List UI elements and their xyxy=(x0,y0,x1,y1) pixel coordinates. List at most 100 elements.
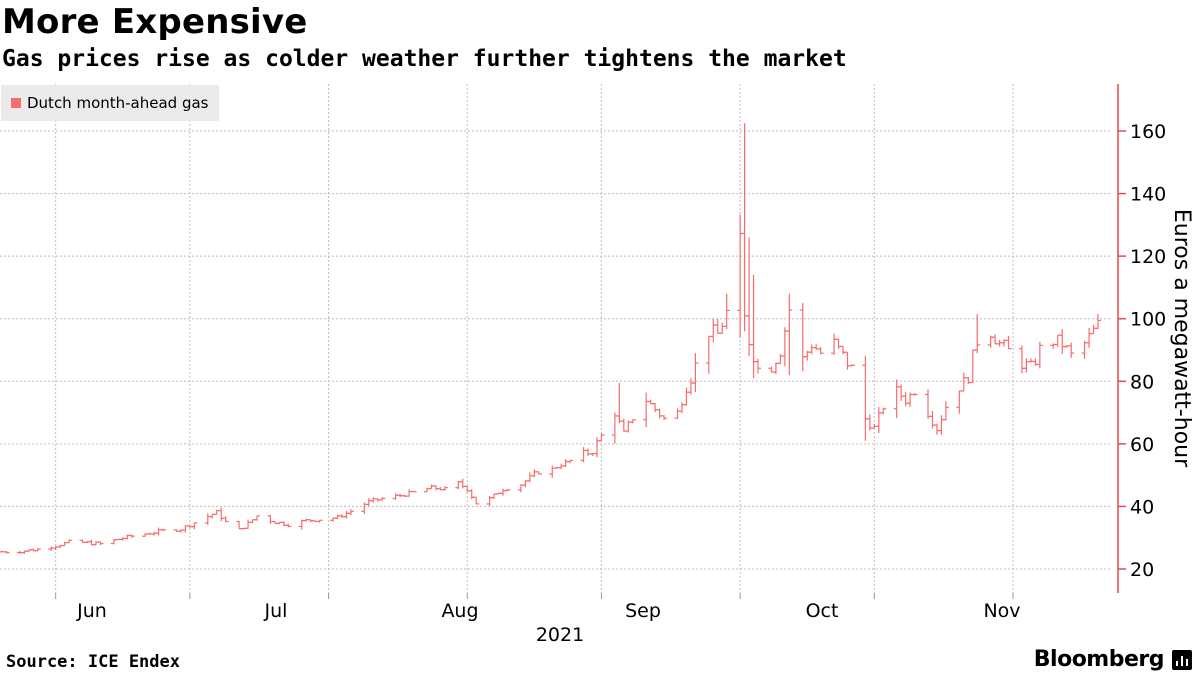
ohlc-bar xyxy=(410,490,417,493)
ohlc-bar xyxy=(880,407,887,415)
ohlc-bar xyxy=(441,486,448,491)
legend-label: Dutch month-ahead gas xyxy=(27,94,209,112)
ohlc-bar xyxy=(1086,327,1093,348)
y-tick-label: 160 xyxy=(1130,121,1166,143)
y-tick-label: 100 xyxy=(1130,309,1166,331)
ohlc-bar xyxy=(674,408,681,419)
ohlc-bar xyxy=(799,302,806,372)
x-tick-label: Nov xyxy=(983,600,1020,622)
ohlc-bar xyxy=(629,419,636,424)
ohlc-bar xyxy=(992,334,999,345)
ohlc-bar xyxy=(942,401,949,421)
ohlc-bar xyxy=(338,514,345,518)
ohlc-bar xyxy=(204,513,211,526)
x-axis-ticks: Jun Jul Aug Sep Oct Nov xyxy=(55,593,1021,622)
ohlc-bar xyxy=(719,322,726,334)
ohlc-bar xyxy=(1090,325,1097,335)
ohlc-bar xyxy=(893,379,900,419)
ohlc-bar xyxy=(643,392,650,428)
ohlc-bar xyxy=(585,448,592,456)
ohlc-bar xyxy=(253,515,260,521)
gridlines xyxy=(0,84,1110,593)
ohlc-bar xyxy=(1023,358,1030,373)
ohlc-bar xyxy=(580,447,587,463)
x-axis-year-label: 2021 xyxy=(536,624,584,646)
ohlc-bar xyxy=(938,415,945,435)
ohlc-bar xyxy=(772,362,779,375)
ohlc-bar xyxy=(741,123,748,332)
ohlc-bar xyxy=(428,484,435,490)
x-tick-label: Aug xyxy=(441,600,478,622)
source-note: Source: ICE Endex xyxy=(6,652,180,672)
ohlc-bar xyxy=(535,471,542,475)
ohlc-bar xyxy=(750,274,757,379)
ohlc-bar xyxy=(1054,334,1061,347)
ohlc-bar xyxy=(34,548,41,552)
ohlc-bar xyxy=(1059,328,1066,354)
ohlc-bar xyxy=(683,387,690,406)
ohlc-bar xyxy=(902,392,909,407)
ohlc-bar xyxy=(567,459,574,464)
ohlc-bar xyxy=(714,319,721,334)
chart-subtitle: Gas prices rise as colder weather furthe… xyxy=(2,46,847,72)
y-tick-label: 80 xyxy=(1130,371,1154,393)
ohlc-bar xyxy=(1036,341,1043,369)
ohlc-bar xyxy=(160,528,167,531)
ohlc-bar xyxy=(661,415,668,421)
ohlc-bar xyxy=(406,489,413,497)
ohlc-bar xyxy=(97,541,104,546)
ohlc-bar xyxy=(347,509,354,516)
y-axis-ticks: 20 40 60 80 100 120 140 160 xyxy=(1118,121,1166,581)
ohlc-bar xyxy=(710,318,717,343)
ohlc-bar xyxy=(370,497,377,503)
ohlc-bar xyxy=(911,393,918,396)
ohlc-bar xyxy=(835,338,842,350)
ohlc-bar xyxy=(974,314,981,354)
ohlc-bar xyxy=(848,364,855,367)
ohlc-bar xyxy=(656,408,663,419)
ohlc-bar xyxy=(831,333,838,355)
ohlc-bar xyxy=(781,327,788,367)
ohlc-bar xyxy=(267,514,274,525)
ohlc-bar xyxy=(66,539,73,544)
ohlc-bar xyxy=(155,527,162,536)
ohlc-bar xyxy=(687,378,694,395)
ohlc-bar xyxy=(500,488,507,496)
ohlc-bar xyxy=(652,402,659,413)
ohlc-bar xyxy=(473,496,480,505)
ohlc-bar xyxy=(692,353,699,392)
bloomberg-chart-icon xyxy=(1172,650,1192,670)
ohlc-bar xyxy=(245,519,252,529)
ohlc-bar xyxy=(678,402,685,414)
ohlc-bar xyxy=(786,293,793,376)
y-tick-label: 140 xyxy=(1130,184,1166,206)
ohlc-bar xyxy=(840,345,847,355)
ohlc-bar xyxy=(285,523,292,528)
ohlc-bar xyxy=(316,519,323,523)
ohlc-bar xyxy=(1018,345,1025,374)
ohlc-bar xyxy=(379,497,386,501)
ohlc-bar xyxy=(862,355,869,441)
ohlc-bar xyxy=(611,412,618,444)
ohlc-bar xyxy=(875,407,882,434)
y-tick-label: 40 xyxy=(1130,496,1154,518)
ohlc-bar xyxy=(808,344,815,355)
ohlc-bar xyxy=(236,520,243,530)
ohlc-bar xyxy=(562,458,569,467)
ohlc-bar xyxy=(746,237,753,357)
ohlc-bar xyxy=(526,472,533,483)
ohlc-bar xyxy=(392,493,399,500)
x-tick-label: Sep xyxy=(625,600,661,622)
ohlc-bar xyxy=(616,382,623,424)
ohlc-bar xyxy=(365,498,372,506)
y-tick-label: 20 xyxy=(1130,559,1154,581)
ohlc-bar xyxy=(1081,340,1088,359)
ohlc-bar xyxy=(218,507,225,522)
legend-swatch xyxy=(11,98,21,108)
ohlc-bar xyxy=(925,389,932,419)
ohlc-bar xyxy=(504,488,511,492)
ohlc-bar xyxy=(844,351,851,370)
ohlc-bar xyxy=(598,433,605,442)
ohlc-bar xyxy=(969,349,976,384)
